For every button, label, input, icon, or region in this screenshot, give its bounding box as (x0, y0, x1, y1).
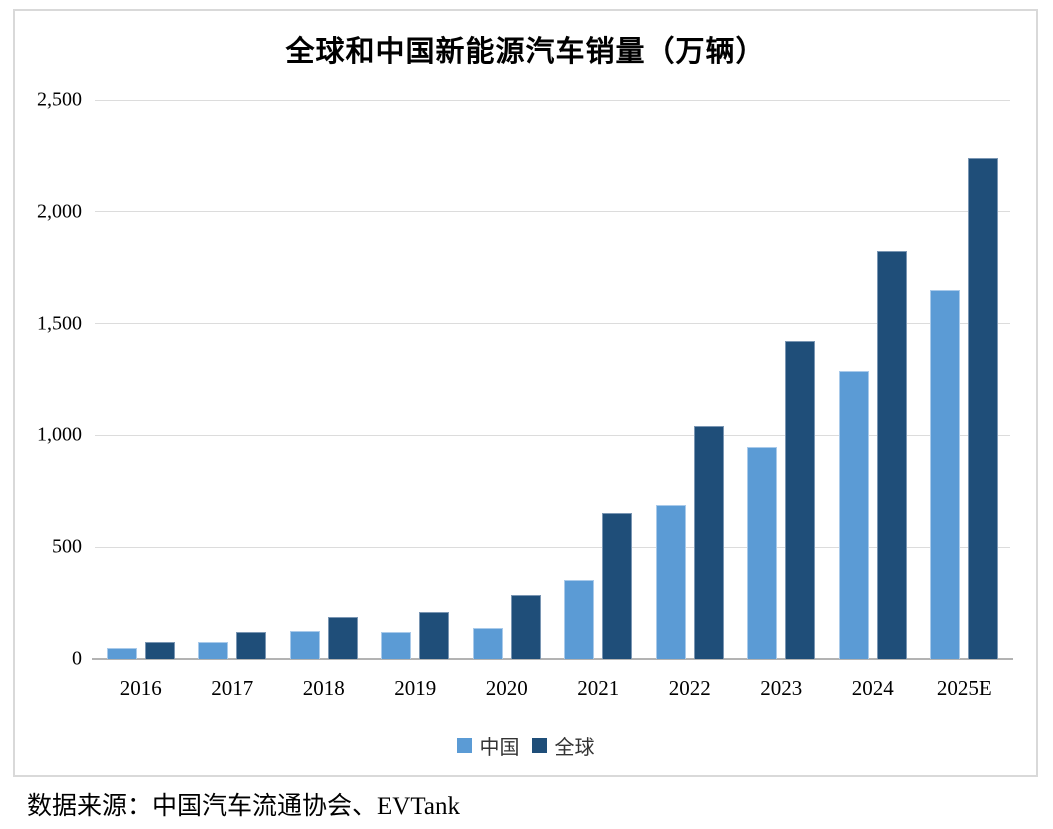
bar-global-2023 (785, 341, 816, 659)
bar-china-2018 (289, 630, 320, 659)
legend-swatch-global (531, 738, 547, 753)
y-tick-label-2500: 2,500 (37, 88, 82, 111)
gridline-500 (95, 546, 1010, 548)
y-tick-label-2000: 2,000 (37, 200, 82, 223)
bar-global-2022 (693, 426, 724, 659)
plot-area (92, 99, 1013, 660)
gridline-1000 (95, 434, 1010, 436)
legend-label-global: 全球 (554, 737, 595, 759)
legend-swatch-china (456, 738, 472, 753)
bar-china-2023 (747, 446, 778, 659)
x-tick-label-2025E: 2025E (936, 676, 992, 700)
x-tick-label-2019: 2019 (394, 676, 437, 700)
bar-global-2021 (602, 512, 633, 659)
y-tick-label-0: 0 (72, 647, 82, 670)
bar-china-2019 (381, 632, 412, 659)
x-tick-label-2020: 2020 (485, 676, 528, 700)
gridline-2000 (95, 211, 1010, 213)
x-tick-label-2017: 2017 (211, 676, 254, 700)
x-axis-labels: 2016 2017 2018 2019 2020 2021 2022 2023 2024 2025… (95, 676, 1010, 702)
x-tick-label-2022: 2022 (668, 676, 711, 700)
bar-global-2018 (327, 616, 358, 659)
source-note: 数据来源：中国汽车流通协会、EVTank (27, 793, 460, 820)
chart-title: 全球和中国新能源汽车销量（万辆） (285, 36, 766, 68)
legend: 中国 全球 (13, 731, 1038, 760)
x-tick-label-2016: 2016 (119, 676, 162, 700)
bar-global-2020 (510, 595, 541, 659)
bar-global-2017 (236, 631, 267, 659)
y-tick-label-1000: 1,000 (37, 423, 82, 446)
y-tick-label-500: 500 (52, 535, 82, 558)
bar-china-2020 (472, 628, 503, 659)
bar-china-2025E (930, 290, 961, 659)
bar-global-2024 (876, 250, 907, 659)
y-axis-labels: 0 500 1,000 1,500 2,000 2,500 (0, 0, 82, 769)
bar-global-2019 (419, 611, 450, 659)
x-tick-label-2024: 2024 (851, 676, 894, 700)
legend-label-china: 中国 (479, 737, 520, 759)
gridline-1500 (95, 323, 1010, 325)
bar-china-2021 (564, 580, 595, 659)
bar-global-2016 (144, 641, 175, 659)
bar-china-2017 (198, 641, 229, 659)
bar-china-2016 (106, 647, 137, 659)
y-tick-label-1500: 1,500 (37, 312, 82, 335)
x-tick-label-2021: 2021 (577, 676, 620, 700)
x-tick-label-2023: 2023 (760, 676, 803, 700)
x-tick-label-2018: 2018 (302, 676, 345, 700)
bar-china-2024 (838, 371, 869, 659)
bar-china-2022 (655, 504, 686, 659)
legend-item-global: 全球 (531, 731, 595, 760)
bar-global-2025E (968, 158, 999, 659)
gridline-2500 (95, 99, 1010, 101)
x-axis-line (92, 658, 1013, 660)
legend-item-china: 中国 (456, 731, 520, 760)
